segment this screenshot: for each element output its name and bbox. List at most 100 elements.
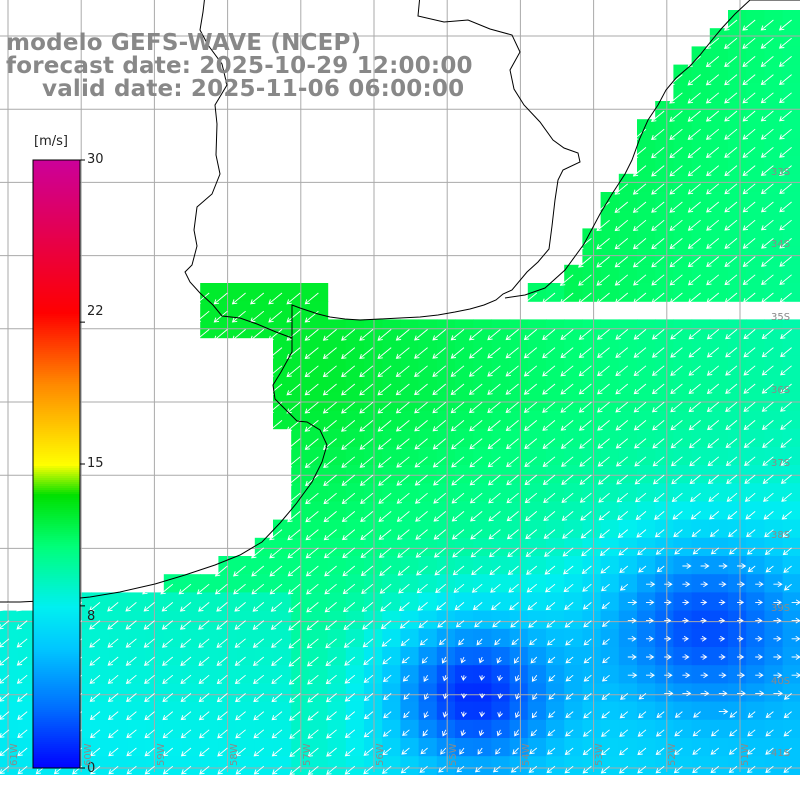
colorbar-band xyxy=(33,388,80,391)
wind-speed-cell xyxy=(436,355,456,375)
wind-speed-cell xyxy=(345,574,365,593)
wind-arrow xyxy=(596,256,610,268)
wind-speed-cell xyxy=(673,647,693,666)
wind-speed-cell xyxy=(782,592,800,612)
colorbar-band xyxy=(33,330,80,333)
colorbar-band xyxy=(33,680,80,683)
colorbar-band xyxy=(33,630,80,633)
colorbar-band xyxy=(33,554,80,557)
wind-speed-cell xyxy=(764,337,784,357)
colorbar-band xyxy=(33,392,80,395)
wind-arrow xyxy=(773,672,783,679)
wind-arrow xyxy=(773,654,782,660)
wind-arrow xyxy=(583,711,592,719)
colorbar-band xyxy=(33,692,80,695)
colorbar-band xyxy=(33,704,80,707)
colorbar-band xyxy=(33,534,80,537)
wind-arrow xyxy=(231,292,246,305)
colorbar-band xyxy=(33,288,80,291)
wind-arrow xyxy=(742,292,756,304)
wind-speed-cell xyxy=(145,683,165,703)
wind-speed-cell xyxy=(127,683,147,703)
colorbar-band xyxy=(33,520,80,523)
wind-speed-cell xyxy=(618,628,638,648)
wind-speed-cell xyxy=(127,628,147,648)
wind-arrow xyxy=(523,383,538,395)
wind-arrow xyxy=(523,292,538,304)
colorbar-band xyxy=(33,676,80,679)
wind-arrow xyxy=(235,765,246,775)
colorbar-band xyxy=(33,252,80,255)
wind-arrow xyxy=(359,401,374,414)
colorbar-band xyxy=(33,508,80,511)
wind-speed-cell xyxy=(236,628,256,648)
colorbar-band xyxy=(33,760,80,763)
wind-speed-cell xyxy=(600,355,620,375)
wind-arrow xyxy=(582,583,592,592)
wind-speed-cell xyxy=(309,701,329,721)
wind-arrow xyxy=(304,438,319,450)
colorbar-band xyxy=(33,412,80,415)
wind-arrow xyxy=(253,693,265,703)
wind-arrow xyxy=(664,581,673,588)
colorbar-band xyxy=(33,162,80,165)
wind-speed-cell xyxy=(436,537,456,557)
wind-arrow xyxy=(688,329,701,340)
wind-arrow xyxy=(461,693,467,699)
wind-arrow xyxy=(179,620,192,630)
wind-arrow xyxy=(510,620,519,628)
wind-arrow xyxy=(638,693,647,700)
wind-speed-cell xyxy=(600,465,620,484)
wind-arrow xyxy=(562,547,574,557)
wind-arrow xyxy=(487,365,501,377)
wind-speed-cell xyxy=(436,465,456,484)
wind-arrow xyxy=(469,438,483,450)
wind-arrow xyxy=(670,456,683,467)
wind-arrow xyxy=(322,401,337,414)
wind-arrow xyxy=(286,310,301,323)
wind-arrow xyxy=(382,674,392,683)
wind-arrow xyxy=(341,438,356,450)
wind-arrow xyxy=(252,656,265,666)
wind-speed-cell xyxy=(709,355,729,375)
wind-speed-cell xyxy=(91,628,110,648)
wind-speed-cell xyxy=(782,64,800,84)
wind-speed-cell xyxy=(637,374,656,393)
wind-speed-cell xyxy=(345,628,365,648)
wind-speed-cell xyxy=(546,556,565,575)
wind-speed-cell xyxy=(637,355,656,375)
colorbar-band xyxy=(33,746,80,749)
wind-speed-cell xyxy=(127,701,147,721)
wind-arrow xyxy=(627,654,637,660)
wind-speed-cell xyxy=(746,337,765,357)
wind-arrow xyxy=(687,292,701,304)
wind-speed-cell xyxy=(582,537,602,557)
wind-speed-cell xyxy=(382,501,401,521)
wind-arrow xyxy=(596,201,610,214)
longitude-label: 56W xyxy=(375,743,386,766)
wind-arrow xyxy=(342,565,356,577)
wind-speed-cell xyxy=(527,647,547,666)
wind-speed-cell xyxy=(728,446,747,466)
colorbar-band xyxy=(33,686,80,689)
wind-arrow xyxy=(523,329,538,341)
colorbar-band xyxy=(33,188,80,191)
wind-arrow xyxy=(597,474,610,485)
wind-arrow xyxy=(755,635,763,642)
wind-arrow xyxy=(760,92,774,104)
wind-speed-cell xyxy=(436,374,456,393)
colorbar-band xyxy=(33,294,80,297)
wind-arrow xyxy=(399,620,410,629)
wind-arrow xyxy=(422,729,428,737)
wind-speed-cell xyxy=(728,465,747,484)
wind-speed-cell xyxy=(145,610,165,630)
wind-arrow xyxy=(688,438,701,449)
wind-arrow xyxy=(162,711,174,721)
colorbar-band xyxy=(33,318,80,321)
colorbar-band xyxy=(33,444,80,447)
wind-speed-cell xyxy=(673,465,693,484)
wind-arrow xyxy=(468,329,483,341)
wind-speed-cell xyxy=(109,701,128,721)
colorbar-band xyxy=(33,730,80,733)
wind-speed-cell xyxy=(455,719,474,739)
